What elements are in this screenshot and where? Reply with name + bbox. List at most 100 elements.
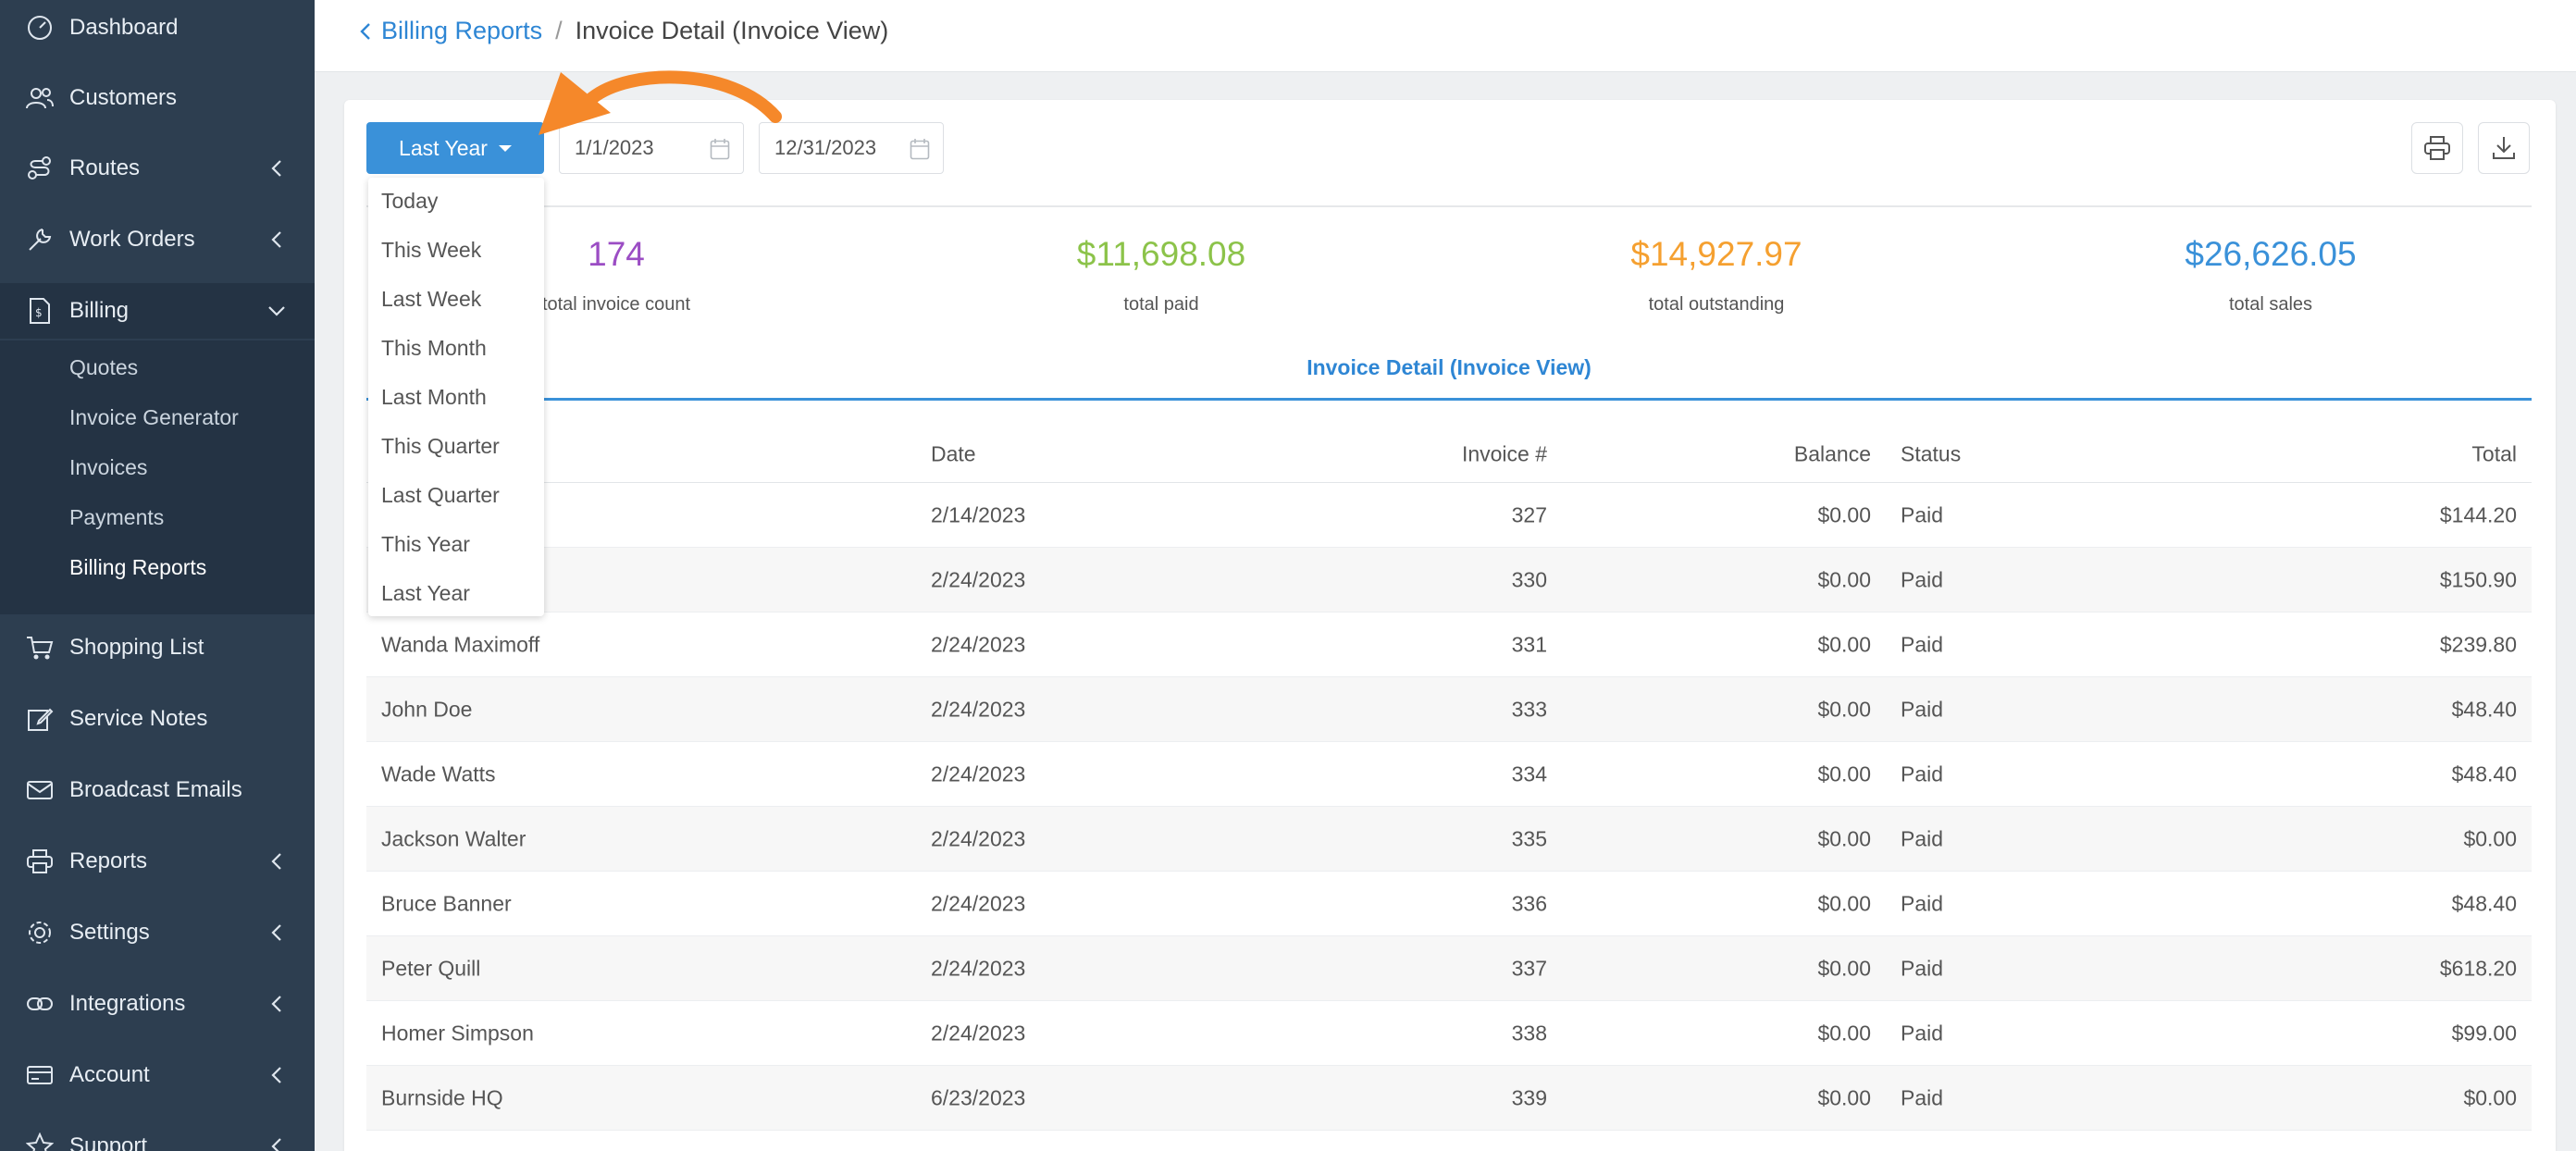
header-balance[interactable]: Balance <box>1793 441 1871 465</box>
sidebar-sub-quotes[interactable]: Quotes <box>69 355 139 379</box>
sidebar-item-broadcast-emails[interactable]: Broadcast Emails <box>0 762 315 818</box>
table-row[interactable]: Burnside HQ 6/23/2023 339 $0.00 Paid $0.00 <box>366 1066 2532 1131</box>
routes-icon <box>24 153 56 184</box>
table-row[interactable]: Bruce Banner 2/24/2023 336 $0.00 Paid $48.40 <box>366 872 2532 936</box>
sidebar-item-settings[interactable]: Settings <box>0 905 315 960</box>
stat-total-sales-label: total sales <box>2228 294 2313 315</box>
table-row[interactable]: 2/14/2023 327 $0.00 Paid $144.20 <box>366 483 2532 548</box>
cell-date: 2/14/2023 <box>931 502 1026 526</box>
sidebar-item-dashboard[interactable]: Dashboard <box>0 0 315 56</box>
sidebar-item-work-orders[interactable]: Work Orders <box>0 212 315 267</box>
cell-total: $48.40 <box>2451 697 2517 721</box>
sidebar-item-billing[interactable]: $ Billing <box>0 283 315 339</box>
table-row[interactable]: Wade Watts 2/24/2023 334 $0.00 Paid $48.40 <box>366 742 2532 807</box>
calendar-icon[interactable] <box>910 138 930 160</box>
sidebar-item-service-notes[interactable]: Service Notes <box>0 691 315 747</box>
table-row[interactable]: John Doe 2/24/2023 333 $0.00 Paid $48.40 <box>366 677 2532 742</box>
sidebar-item-account[interactable]: Account <box>0 1047 315 1103</box>
cell-total: $48.40 <box>2451 891 2517 915</box>
cell-status: Paid <box>1901 761 1944 786</box>
menu-item-last-quarter[interactable]: Last Quarter <box>381 483 500 507</box>
sidebar-sub-invoice-generator[interactable]: Invoice Generator <box>69 405 239 429</box>
menu-item-today[interactable]: Today <box>381 189 439 213</box>
sidebar-item-routes[interactable]: Routes <box>0 141 315 196</box>
sidebar-item-shopping-list[interactable]: Shopping List <box>0 620 315 675</box>
chevron-left-icon <box>266 994 287 1014</box>
cell-invoice-number: 333 <box>1511 697 1547 721</box>
cell-customer-name: Burnside HQ <box>381 1085 503 1109</box>
sidebar-item-label: Integrations <box>69 991 186 1016</box>
stat-total-paid-value: $11,698.08 <box>1076 235 1246 273</box>
table-header: Date Invoice # Balance Status Total <box>366 426 2532 483</box>
card-icon <box>24 1059 56 1091</box>
stat-invoice-count-value: 174 <box>588 235 645 273</box>
svg-text:$: $ <box>35 306 43 319</box>
cell-total: $0.00 <box>2463 826 2517 850</box>
table-row[interactable]: Homer Simpson 2/24/2023 338 $0.00 Paid $99.00 <box>366 1001 2532 1066</box>
cell-total: $48.40 <box>2451 761 2517 786</box>
header-status[interactable]: Status <box>1901 441 1962 465</box>
cell-customer-name: Wanda Maximoff <box>381 632 540 656</box>
cell-status: Paid <box>1901 567 1944 591</box>
calendar-icon[interactable] <box>710 138 730 160</box>
sidebar-item-reports[interactable]: Reports <box>0 834 315 889</box>
chevron-left-icon <box>266 922 287 943</box>
sidebar-item-label: Support <box>69 1133 148 1151</box>
sidebar-sub-invoices[interactable]: Invoices <box>69 455 148 479</box>
sidebar-item-label: Routes <box>69 155 141 180</box>
sidebar-item-support[interactable]: Support <box>0 1119 315 1151</box>
download-button[interactable] <box>2478 122 2530 174</box>
sidebar-sub-billing-reports[interactable]: Billing Reports <box>69 555 207 579</box>
stat-total-outstanding-label: total outstanding <box>1648 294 1785 315</box>
table-row[interactable]: 2/24/2023 330 $0.00 Paid $150.90 <box>366 548 2532 613</box>
print-button[interactable] <box>2411 122 2463 174</box>
stat-total-sales-value: $26,626.05 <box>2185 235 2357 273</box>
stat-invoice-count-label: total invoice count <box>541 294 691 315</box>
menu-item-last-week[interactable]: Last Week <box>381 287 482 311</box>
cell-status: Paid <box>1901 632 1944 656</box>
dashboard-icon <box>24 12 56 43</box>
sidebar-item-integrations[interactable]: Integrations <box>0 976 315 1032</box>
cell-customer-name: Homer Simpson <box>381 1021 534 1045</box>
menu-item-last-month[interactable]: Last Month <box>381 385 487 409</box>
stat-total-paid-label: total paid <box>1123 294 1199 315</box>
date-range-label: Last Year <box>399 135 488 160</box>
chevron-left-icon <box>360 22 370 40</box>
date-range-dropdown-button[interactable]: Last Year <box>366 122 544 174</box>
table-row[interactable]: Peter Quill 2/24/2023 337 $0.00 Paid $618.20 <box>366 936 2532 1001</box>
header-total[interactable]: Total <box>2471 441 2517 465</box>
cell-invoice-number: 327 <box>1511 502 1547 526</box>
cell-total: $0.00 <box>2463 1085 2517 1109</box>
top-bar: Billing Reports / Invoice Detail (Invoic… <box>315 0 2576 72</box>
menu-item-this-quarter[interactable]: This Quarter <box>381 434 500 458</box>
cell-date: 2/24/2023 <box>931 761 1026 786</box>
menu-item-last-year[interactable]: Last Year <box>381 581 470 605</box>
breadcrumb-back-link[interactable]: Billing Reports <box>359 17 542 45</box>
menu-item-this-year[interactable]: This Year <box>381 532 470 556</box>
header-invoice-number[interactable]: Invoice # <box>1461 441 1547 465</box>
menu-item-this-week[interactable]: This Week <box>381 238 482 262</box>
header-date[interactable]: Date <box>931 441 976 465</box>
chevron-left-icon <box>266 1136 287 1151</box>
annotation-arrow <box>539 70 782 135</box>
cell-balance: $0.00 <box>1817 632 1871 656</box>
cell-balance: $0.00 <box>1817 826 1871 850</box>
sidebar-sub-payments[interactable]: Payments <box>69 505 165 529</box>
cell-customer-name: Bruce Banner <box>381 891 512 915</box>
cell-invoice-number: 335 <box>1511 826 1547 850</box>
mail-icon <box>24 774 56 806</box>
star-icon <box>24 1131 56 1151</box>
cell-balance: $0.00 <box>1817 567 1871 591</box>
start-date-field[interactable]: 1/1/2023 <box>559 122 744 174</box>
cart-icon <box>24 632 56 663</box>
sidebar-item-customers[interactable]: Customers <box>0 70 315 126</box>
billing-icon: $ <box>24 295 56 327</box>
end-date-field[interactable]: 12/31/2023 <box>759 122 944 174</box>
cell-balance: $0.00 <box>1817 502 1871 526</box>
table-row[interactable]: Wanda Maximoff 2/24/2023 331 $0.00 Paid $239.… <box>366 613 2532 677</box>
cell-invoice-number: 338 <box>1511 1021 1547 1045</box>
download-icon <box>2493 137 2515 159</box>
cell-total: $150.90 <box>2439 567 2517 591</box>
menu-item-this-month[interactable]: This Month <box>381 336 487 360</box>
table-row[interactable]: Jackson Walter 2/24/2023 335 $0.00 Paid $0.00 <box>366 807 2532 872</box>
